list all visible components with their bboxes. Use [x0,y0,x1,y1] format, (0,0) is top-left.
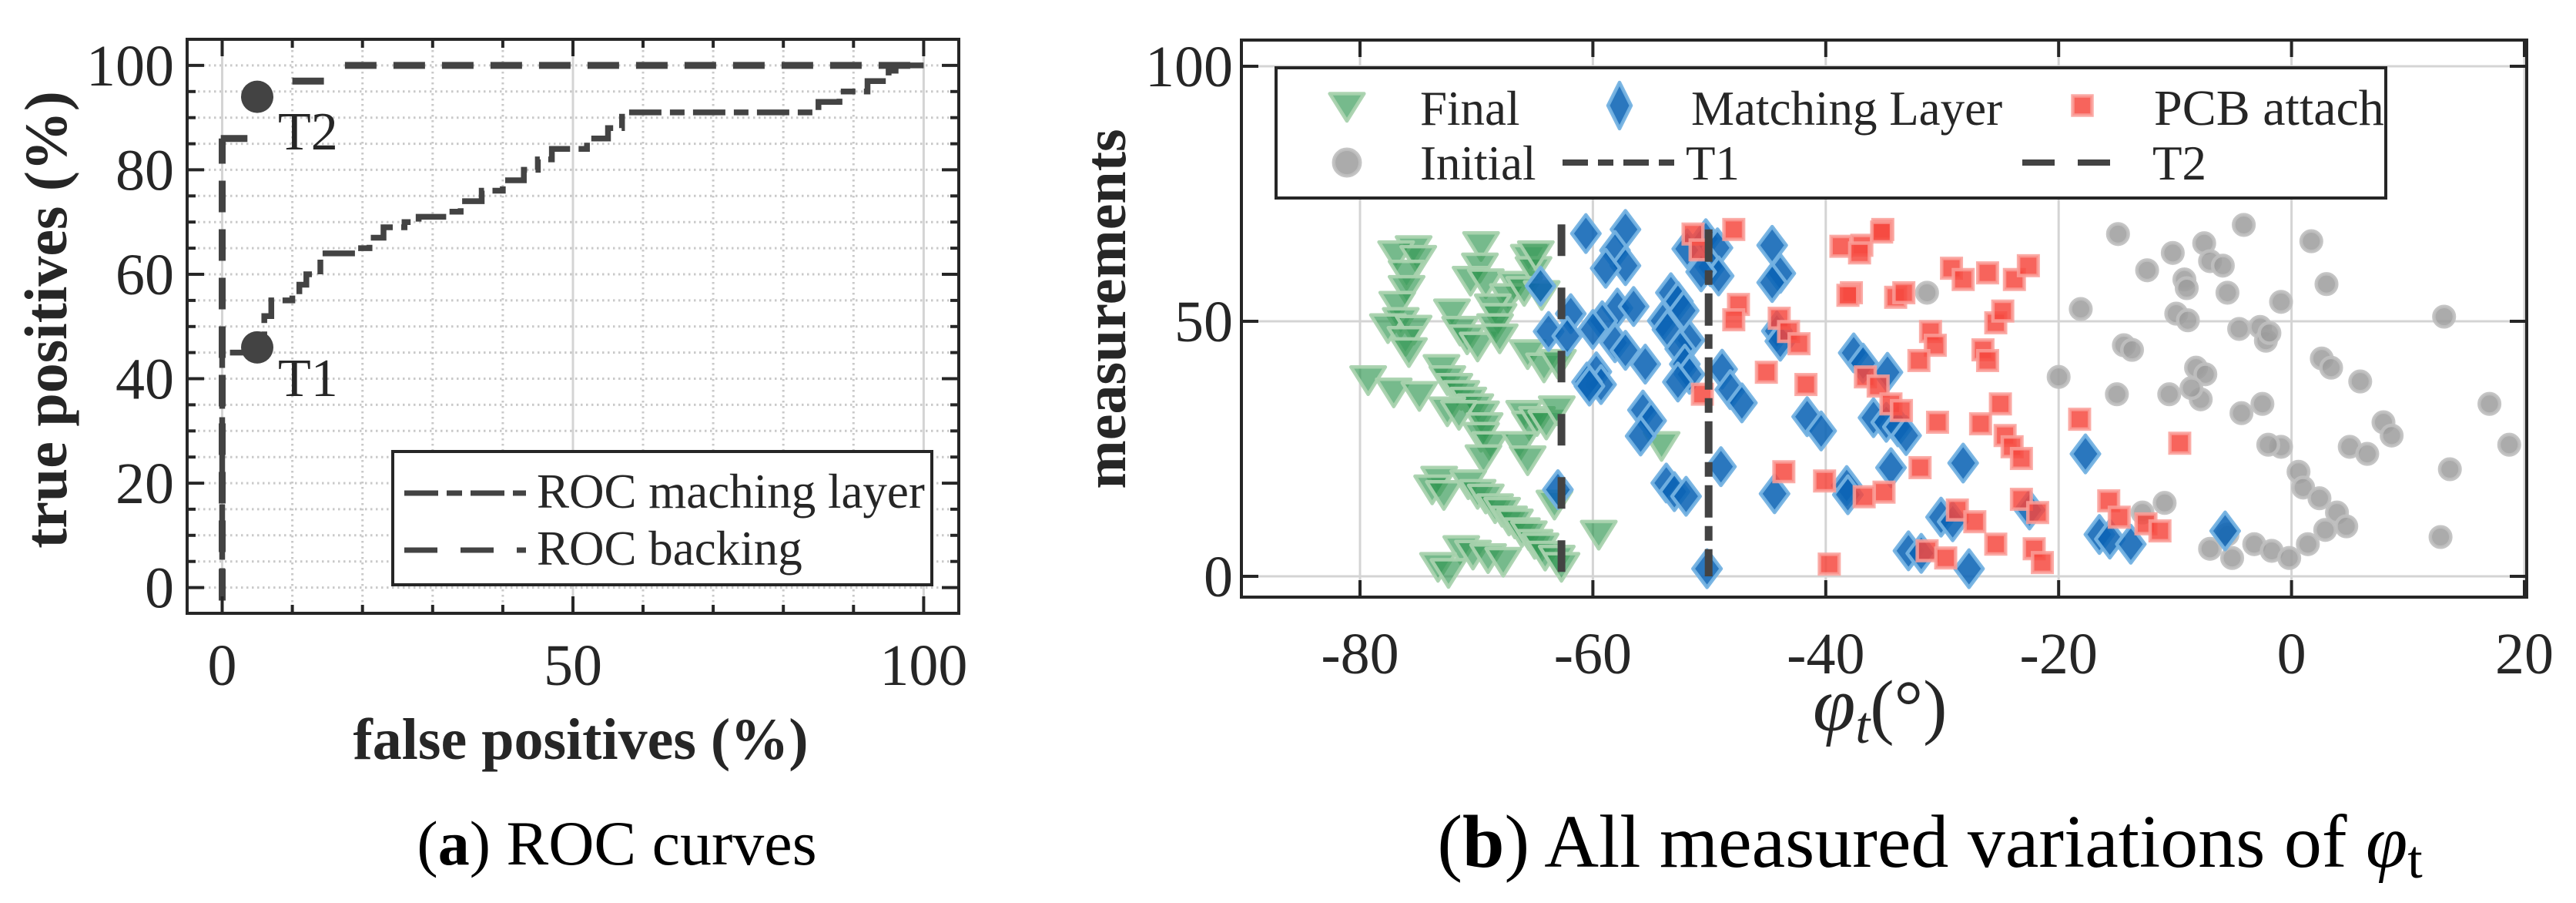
svg-text:T1: T1 [1686,136,1740,190]
svg-text:50: 50 [544,633,602,698]
svg-text:100: 100 [1145,35,1233,99]
svg-text:φt(°): φt(°) [1813,662,1947,754]
svg-text:false positives (%): false positives (%) [353,707,808,772]
svg-text:true positives (%): true positives (%) [12,91,79,549]
svg-text:0: 0 [145,556,174,621]
svg-text:100: 100 [879,633,967,698]
svg-text:-20: -20 [2020,622,2098,686]
svg-text:60: 60 [116,243,174,307]
svg-text:Matching Layer: Matching Layer [1691,82,2002,136]
svg-text:80: 80 [116,138,174,203]
svg-text:T2: T2 [278,102,338,162]
svg-text:ROC maching layer: ROC maching layer [537,465,925,519]
svg-text:20: 20 [2495,622,2554,686]
svg-text:50: 50 [1174,290,1233,354]
svg-text:(a) ROC curves: (a) ROC curves [417,808,816,878]
svg-text:-80: -80 [1321,622,1399,686]
svg-text:-40: -40 [1787,622,1864,686]
svg-text:Initial: Initial [1420,136,1536,190]
svg-text:(b) All measured variations of: (b) All measured variations of φt [1437,801,2423,890]
svg-text:100: 100 [86,34,174,99]
svg-text:T1: T1 [278,349,338,408]
svg-text:T2: T2 [2152,136,2206,190]
svg-text:Final: Final [1420,82,1520,136]
svg-text:0: 0 [2277,622,2306,686]
svg-text:ROC backing: ROC backing [537,522,802,576]
svg-text:-60: -60 [1554,622,1632,686]
svg-text:measurements: measurements [1074,129,1138,488]
svg-text:PCB attach: PCB attach [2154,80,2384,136]
svg-text:40: 40 [116,347,174,412]
svg-text:20: 20 [116,452,174,516]
svg-text:0: 0 [1204,545,1233,609]
svg-text:0: 0 [208,633,237,698]
